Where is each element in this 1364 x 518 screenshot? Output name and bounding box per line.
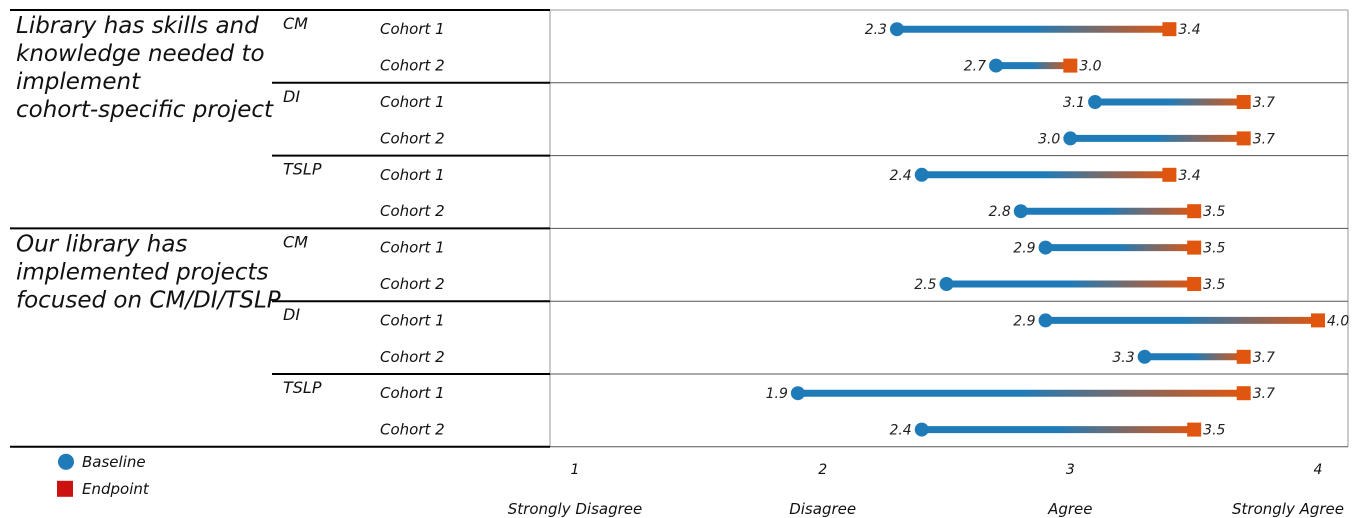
program-label: CM [283, 14, 308, 33]
cohort-label: Cohort 1 [380, 93, 445, 111]
baseline-value-label: 2.8 [989, 204, 1011, 220]
baseline-value-label: 2.5 [914, 277, 936, 293]
cohort-label: Cohort 2 [380, 129, 445, 147]
question-label-line: Library has skills and [16, 13, 259, 39]
endpoint-point [1063, 58, 1078, 73]
baseline-value-label: 2.9 [1013, 241, 1035, 257]
endpoint-point [1236, 386, 1251, 401]
scale-label: Strongly Disagree [508, 500, 642, 518]
baseline-point [1013, 204, 1028, 219]
endpoint-value-label: 3.7 [1253, 350, 1275, 366]
x-tick-label: 2 [818, 462, 827, 478]
endpoint-value-label: 3.7 [1253, 131, 1275, 147]
endpoint-point [1187, 240, 1202, 255]
cohort-label: Cohort 2 [380, 421, 445, 439]
endpoint-point [1162, 167, 1177, 182]
chart-marks: 2.3 3.4 2.7 3.0 3.1 3.7 3.0 3.7 2.4 3.4 2.8 3.5 2.9 3… [766, 22, 1349, 439]
baseline-value-label: 2.4 [889, 168, 911, 184]
row-labels: Library has skills and knowledge needed t… [16, 13, 445, 439]
baseline-value-label: 2.9 [1013, 313, 1035, 329]
cohort-label: Cohort 1 [380, 239, 445, 257]
baseline-value-label: 3.0 [1038, 131, 1060, 147]
endpoint-point [1187, 277, 1202, 291]
scale-label: Disagree [789, 500, 856, 518]
baseline-value-label: 3.1 [1063, 95, 1085, 111]
endpoint-value-label: 3.5 [1203, 204, 1225, 220]
baseline-point [914, 422, 929, 437]
endpoint-value-label: 3.7 [1253, 95, 1275, 111]
question-label-line: implement [16, 69, 141, 95]
baseline-point [1137, 349, 1152, 364]
question-label: Our library has implemented projects focus… [16, 231, 281, 313]
program-label: TSLP [283, 378, 322, 397]
program-label: TSLP [283, 160, 322, 179]
baseline-point [889, 22, 904, 37]
x-tick-label: 4 [1314, 462, 1323, 478]
endpoint-value-label: 3.5 [1203, 241, 1225, 257]
endpoint-point [1311, 313, 1325, 328]
cohort-label: Cohort 1 [380, 20, 445, 38]
question-label-line: implemented projects [16, 259, 268, 285]
question-label-line: cohort-specific project [16, 97, 274, 123]
baseline-value-label: 2.7 [964, 59, 986, 75]
x-axis: 1 Strongly Disagree 2 Disagree 3 Agree 4 Strong… [508, 462, 1344, 518]
baseline-value-label: 3.3 [1112, 350, 1134, 366]
baseline-value-label: 1.9 [766, 386, 788, 402]
cohort-label: Cohort 2 [380, 275, 445, 293]
endpoint-value-label: 3.7 [1253, 386, 1275, 402]
baseline-value-label: 2.3 [865, 22, 887, 38]
baseline-point [1038, 313, 1053, 328]
question-label-line: knowledge needed to [16, 41, 265, 67]
endpoint-point [1187, 204, 1202, 219]
cohort-label: Cohort 1 [380, 166, 445, 184]
endpoint-value-label: 3.0 [1079, 59, 1101, 75]
cohort-label: Cohort 2 [380, 57, 445, 75]
scale-label: Strongly Agree [1232, 500, 1344, 518]
endpoint-point [1236, 349, 1251, 364]
endpoint-point [1236, 131, 1251, 146]
endpoint-value-label: 3.5 [1203, 423, 1225, 439]
baseline-value-label: 2.4 [889, 423, 911, 439]
endpoint-point [1187, 422, 1202, 437]
program-label: CM [283, 232, 308, 251]
baseline-point [1063, 131, 1078, 146]
baseline-point [1038, 240, 1053, 255]
legend-label: Baseline [82, 453, 146, 471]
baseline-point [939, 277, 954, 291]
question-label-line: Our library has [16, 231, 187, 257]
program-label: DI [283, 305, 300, 324]
endpoint-point [1236, 95, 1251, 109]
legend: Baseline Endpoint [57, 453, 150, 498]
endpoint-value-label: 3.4 [1178, 168, 1200, 184]
endpoint-point [1162, 22, 1177, 37]
endpoint-value-label: 3.5 [1203, 277, 1225, 293]
cohort-label: Cohort 1 [380, 384, 445, 402]
x-tick-label: 1 [571, 462, 580, 478]
scale-label: Agree [1047, 500, 1092, 518]
endpoint-value-label: 4.0 [1327, 313, 1349, 329]
legend-baseline-marker [58, 453, 74, 470]
legend-endpoint-marker [57, 480, 73, 497]
baseline-point [989, 58, 1004, 73]
x-tick-label: 3 [1066, 462, 1075, 478]
baseline-point [790, 386, 805, 401]
question-label-line: focused on CM/DI/TSLP [16, 287, 281, 313]
baseline-point [914, 167, 929, 182]
chart-frame [10, 9, 1349, 448]
cohort-label: Cohort 2 [380, 202, 445, 220]
legend-label: Endpoint [82, 480, 150, 498]
question-label: Library has skills and knowledge needed t… [16, 13, 274, 123]
program-label: DI [283, 87, 300, 106]
baseline-point [1088, 95, 1103, 109]
cohort-label: Cohort 2 [380, 348, 445, 366]
endpoint-value-label: 3.4 [1178, 22, 1200, 38]
cohort-label: Cohort 1 [380, 311, 445, 329]
